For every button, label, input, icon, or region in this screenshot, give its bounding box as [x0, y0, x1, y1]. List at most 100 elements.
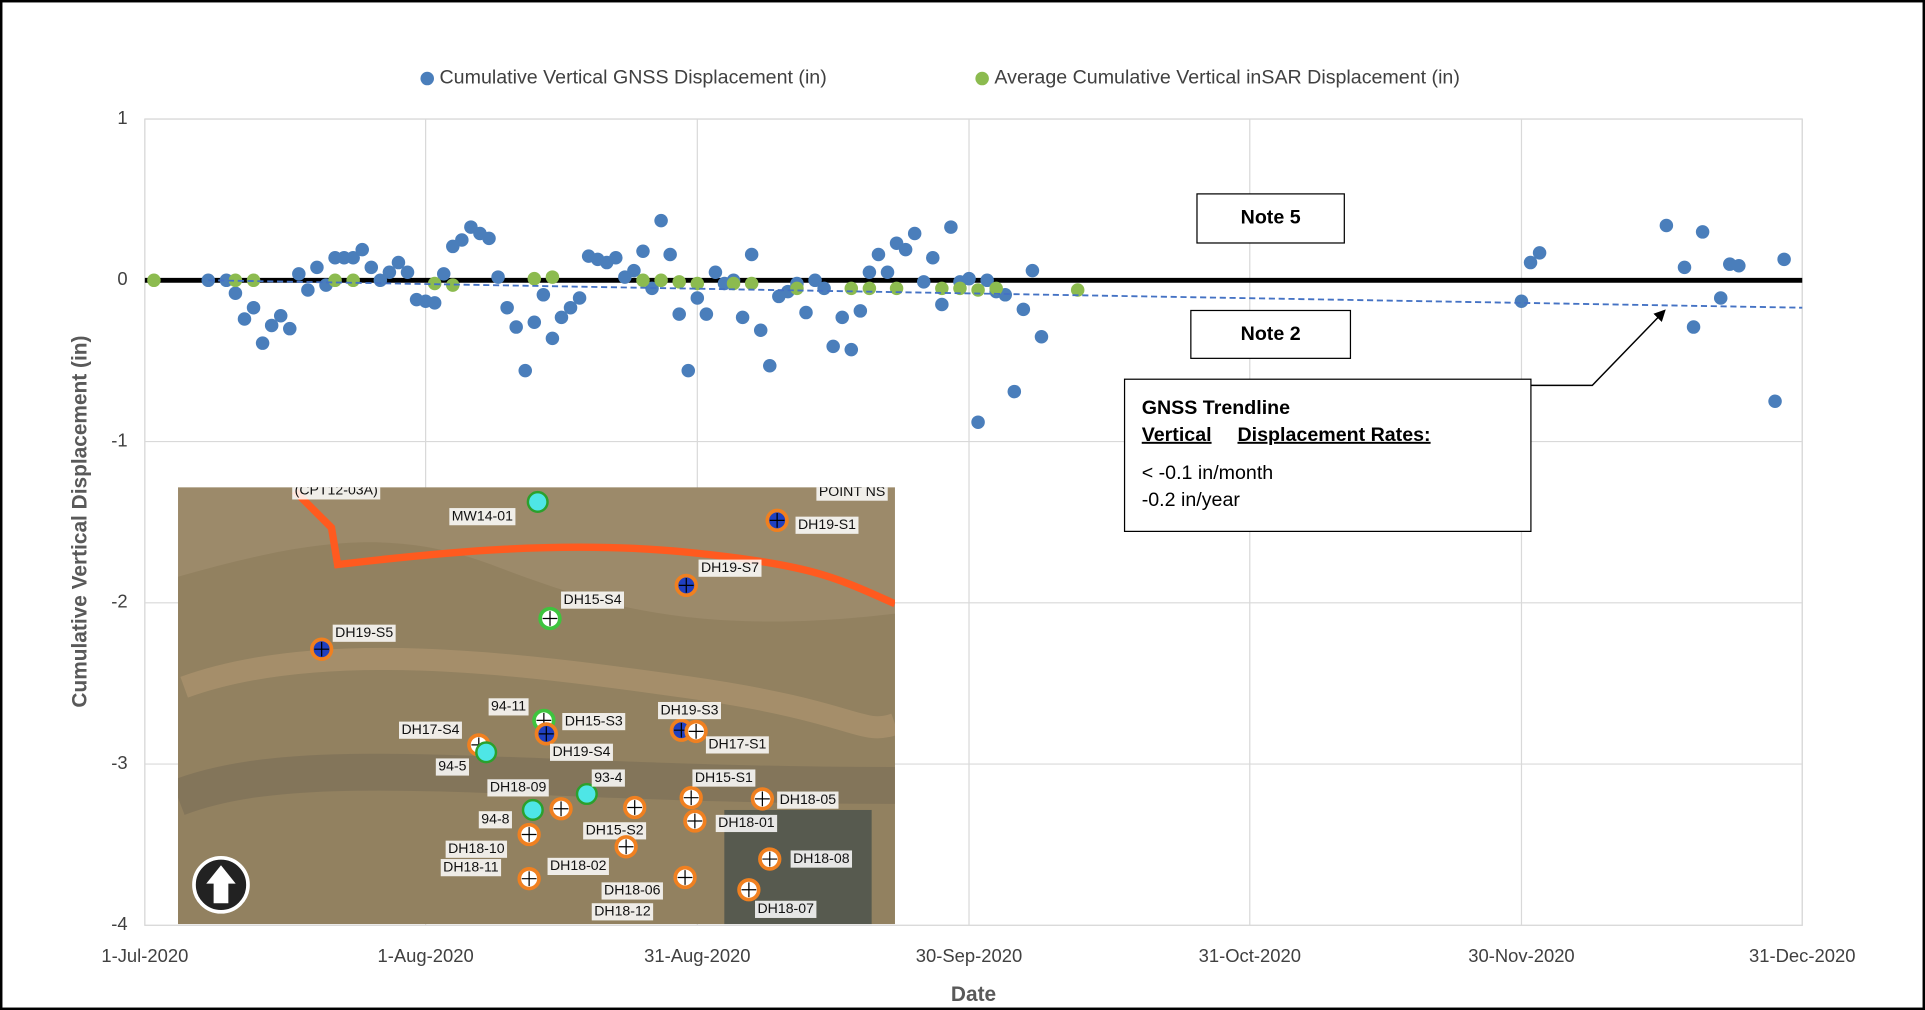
trendline [208, 279, 1803, 309]
map-label: POINT NS [819, 483, 885, 499]
point [545, 270, 560, 284]
map-marker-cross [688, 724, 704, 739]
x-tick-label: 1-Aug-2020 [378, 945, 474, 966]
map-label: DH17-S4 [401, 721, 459, 737]
map-labels: (CPT12-03A) MW14-01 POINT NS DH19-S1 DH19-S7… [292, 482, 888, 921]
map-label-bg [478, 811, 512, 829]
map-marker-cross [741, 882, 757, 898]
map-label-bg [601, 882, 663, 900]
map-marker-cross [538, 726, 554, 742]
point [292, 267, 306, 281]
map-label-bg [550, 743, 613, 761]
map-label-bg [488, 698, 529, 716]
point [1034, 329, 1049, 344]
map-label: 94-8 [481, 811, 509, 827]
point [400, 265, 415, 279]
trendline-box [1123, 378, 1532, 532]
map-label-bg [658, 701, 721, 720]
point [871, 247, 886, 262]
map-marker-cross [762, 851, 778, 867]
point [690, 291, 705, 305]
point [880, 265, 895, 279]
point [672, 275, 686, 289]
point [491, 270, 505, 284]
point [1532, 246, 1547, 260]
point [536, 288, 551, 302]
map-label-bg [332, 624, 396, 642]
point [962, 271, 976, 286]
point [907, 226, 922, 241]
map-label: DH19-S4 [552, 743, 610, 759]
point [1025, 263, 1040, 278]
map-marker-cross [521, 827, 537, 842]
map-label: DH15-S4 [564, 591, 622, 607]
map-label-bg [435, 758, 469, 776]
legend-label: Cumulative Vertical GNSS Displacement (i… [440, 67, 827, 89]
map-label: DH18-02 [550, 857, 607, 873]
map-marker-cross [678, 578, 694, 593]
point [147, 273, 161, 288]
point [364, 260, 379, 275]
point [1007, 384, 1022, 399]
point [301, 283, 315, 297]
point [744, 247, 759, 262]
map-marker-cross [769, 512, 785, 528]
point [509, 320, 523, 334]
point [744, 276, 759, 291]
y-tick-label: 0 [117, 268, 127, 289]
map-label: DH15-S2 [586, 822, 644, 838]
point [346, 250, 360, 265]
map-label-bg [755, 900, 817, 918]
y-tick-label: -2 [111, 591, 127, 612]
note-box [1196, 193, 1345, 244]
map-label: DH17-S1 [708, 736, 766, 752]
point [753, 323, 768, 338]
point [636, 273, 650, 288]
point [436, 267, 451, 281]
map-label: DH18-12 [594, 903, 651, 919]
map-boundary [292, 488, 895, 608]
point [735, 310, 750, 325]
map-bench [180, 647, 895, 739]
map-label: (CPT12-03A) [295, 482, 378, 498]
point [1695, 225, 1710, 239]
map-label: DH19-S1 [798, 516, 856, 532]
point [663, 247, 677, 262]
point [971, 283, 985, 297]
point [427, 296, 442, 310]
map-label-bg [449, 508, 516, 526]
map-label-bg [715, 814, 778, 833]
map-label-bg [692, 769, 756, 787]
point [255, 336, 270, 350]
point [482, 231, 496, 246]
point [699, 307, 714, 321]
point [627, 263, 641, 278]
map-label-bg [705, 736, 769, 754]
point [935, 281, 949, 296]
point [563, 300, 578, 315]
map-label-bg [292, 487, 381, 500]
map-marker [575, 782, 598, 806]
point [228, 286, 243, 300]
legend-marker [975, 71, 989, 86]
map-label: DH18-08 [793, 850, 850, 866]
point [862, 281, 877, 296]
point [554, 310, 569, 325]
map-label-bg [561, 591, 625, 609]
point [1713, 291, 1728, 305]
annotation: Note 2 [1241, 323, 1301, 345]
point [273, 309, 288, 323]
point [391, 255, 406, 270]
map-marker-cross [677, 870, 693, 885]
map-label-bg [562, 713, 626, 731]
x-tick-label: 30-Nov-2020 [1468, 945, 1574, 966]
point [355, 242, 369, 257]
map-label-bg [487, 779, 549, 797]
map-label-bg [440, 859, 502, 877]
y-tick-label: -4 [111, 913, 127, 934]
point [1659, 218, 1674, 233]
point [817, 281, 831, 296]
point [228, 273, 243, 288]
map-label-bg [591, 769, 625, 787]
